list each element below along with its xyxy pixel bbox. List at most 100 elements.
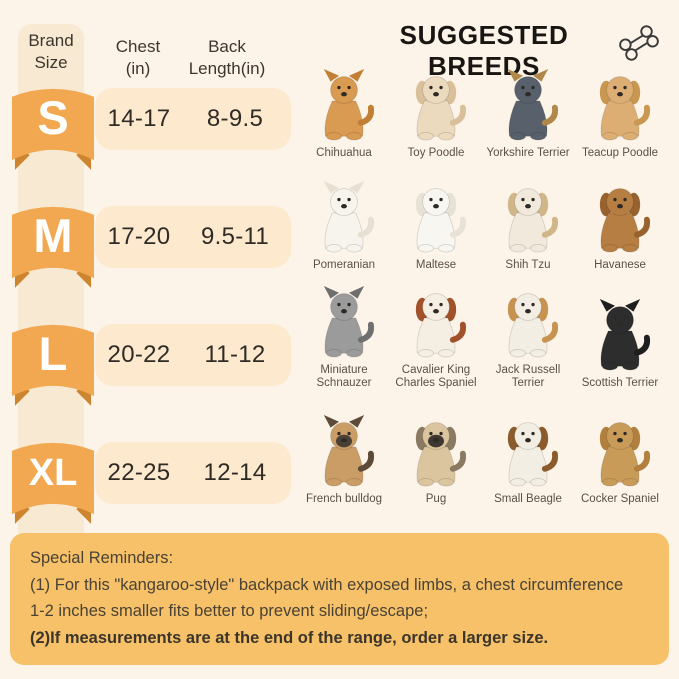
breed-cell-pug: Pug <box>390 394 482 510</box>
breed-label-french-bulldog: French bulldog <box>305 493 383 505</box>
chest-range-l: 20-22 <box>107 341 171 368</box>
dog-illustration <box>323 181 375 253</box>
chest-range-xl: 22-25 <box>107 459 171 486</box>
dog-illustration <box>323 285 375 358</box>
size-letter-s: S <box>37 91 69 144</box>
size-letter-l: L <box>38 327 68 380</box>
reminder-line-4: (2)If measurements are at the end of the… <box>30 628 549 647</box>
size-ribbon-s: S <box>12 78 94 174</box>
dog-illustration <box>415 76 467 141</box>
reminder-line-2: (1) For this "kangaroo-style" backpack w… <box>30 575 624 594</box>
breed-cell-cavalier-king-charles-spaniel: Cavalier King Charles Spaniel <box>390 276 482 394</box>
special-reminders-box: Special Reminders: (1) For this "kangaroo… <box>10 533 669 665</box>
chest-column-header: Chest (in) <box>115 37 161 79</box>
breed-cell-yorkshire-terrier: Yorkshire Terrier <box>482 52 574 164</box>
suggested-breeds-title: SUGGESTED BREEDS <box>399 20 569 81</box>
size-row-xl: 22-25 12-14 <box>95 442 291 504</box>
breed-label-cavalier-king-charles-spaniel: Cavalier King Charles Spaniel <box>395 363 477 390</box>
breed-label-yorkshire-terrier: Yorkshire Terrier <box>486 147 570 159</box>
breed-cell-french-bulldog: French bulldog <box>298 394 390 510</box>
havanese-photo <box>578 180 662 256</box>
breed-label-shih-tzu: Shih Tzu <box>505 259 551 271</box>
breed-label-chihuahua: Chihuahua <box>316 147 372 159</box>
reminder-line-1: Special Reminders: <box>30 549 174 567</box>
pomeranian-photo <box>302 180 386 256</box>
breed-label-miniature-schnauzer: Miniature Schnauzer <box>316 363 372 390</box>
breed-cell-teacup-poodle: Teacup Poodle <box>574 52 666 164</box>
breed-cell-shih-tzu: Shih Tzu <box>482 164 574 276</box>
size-ribbon-m: M <box>12 196 94 292</box>
breed-label-maltese: Maltese <box>415 259 457 271</box>
chihuahua-photo <box>302 68 386 144</box>
pug-photo <box>394 414 478 490</box>
size-row-s: 14-17 8-9.5 <box>95 88 291 150</box>
cavalier-king-charles-spaniel-photo <box>394 285 478 361</box>
jack-russell-terrier-photo <box>486 285 570 361</box>
breed-cell-maltese: Maltese <box>390 164 482 276</box>
breed-label-cocker-spaniel: Cocker Spaniel <box>581 493 659 505</box>
breed-label-scottish-terrier: Scottish Terrier <box>581 377 659 389</box>
scottish-terrier-photo <box>578 298 662 374</box>
breed-cell-cocker-spaniel: Cocker Spaniel <box>574 394 666 510</box>
breed-label-jack-russell-terrier: Jack Russell Terrier <box>495 363 561 390</box>
breed-label-teacup-poodle: Teacup Poodle <box>581 147 659 159</box>
breeds-grid: Chihuahua Toy Poodle Yorkshire Terrier <box>298 52 666 510</box>
breed-cell-havanese: Havanese <box>574 164 666 276</box>
dog-illustration <box>415 293 467 358</box>
toy-poodle-photo <box>394 68 478 144</box>
teacup-poodle-photo <box>578 68 662 144</box>
french-bulldog-photo <box>302 414 386 490</box>
back-length-range-s: 8-9.5 <box>206 105 264 132</box>
dog-illustration <box>599 299 651 371</box>
breed-label-havanese: Havanese <box>594 259 646 271</box>
ribbon-banner-shape <box>12 324 94 406</box>
breed-label-pomeranian: Pomeranian <box>312 259 375 271</box>
miniature-schnauzer-photo <box>302 285 386 361</box>
cocker-spaniel-photo <box>578 414 662 490</box>
breed-cell-toy-poodle: Toy Poodle <box>390 52 482 164</box>
ribbon-banner-shape <box>12 206 94 288</box>
small-beagle-photo <box>486 414 570 490</box>
breed-cell-miniature-schnauzer: Miniature Schnauzer <box>298 276 390 394</box>
dog-illustration <box>507 188 559 253</box>
back-length-range-m: 9.5-11 <box>200 223 270 250</box>
breed-cell-small-beagle: Small Beagle <box>482 394 574 510</box>
breed-cell-jack-russell-terrier: Jack Russell Terrier <box>482 276 574 394</box>
shih-tzu-photo <box>486 180 570 256</box>
back-length-range-xl: 12-14 <box>203 459 267 486</box>
size-letter-m: M <box>33 209 73 262</box>
dog-illustration <box>599 188 651 253</box>
breed-cell-scottish-terrier: Scottish Terrier <box>574 276 666 394</box>
breed-label-pug: Pug <box>425 493 447 505</box>
size-row-m: 17-20 9.5-11 <box>95 206 291 268</box>
chest-range-m: 17-20 <box>107 223 171 250</box>
yorkshire-terrier-photo <box>486 68 570 144</box>
size-letter-xl: XL <box>28 452 78 494</box>
dog-illustration <box>323 69 375 141</box>
dog-illustration <box>599 422 651 487</box>
dog-illustration <box>507 293 559 358</box>
bone-icon <box>619 25 659 61</box>
dog-illustration <box>415 422 467 487</box>
dog-illustration <box>415 188 467 253</box>
chest-range-s: 14-17 <box>107 105 171 132</box>
size-ribbon-xl: XL <box>12 432 94 528</box>
dog-illustration <box>323 415 375 487</box>
ribbon-banner-shape <box>12 88 94 170</box>
back-length-column-header: Back Length(in) <box>188 37 266 79</box>
breed-label-toy-poodle: Toy Poodle <box>407 147 465 159</box>
size-ribbon-l: L <box>12 314 94 410</box>
dog-illustration <box>599 76 651 141</box>
dog-illustration <box>507 422 559 487</box>
dog-illustration <box>507 69 559 141</box>
back-length-range-l: 11-12 <box>204 341 266 368</box>
maltese-photo <box>394 180 478 256</box>
ribbon-banner-shape <box>12 442 94 524</box>
breed-cell-pomeranian: Pomeranian <box>298 164 390 276</box>
breed-cell-chihuahua: Chihuahua <box>298 52 390 164</box>
breed-label-small-beagle: Small Beagle <box>494 493 562 505</box>
brand-size-header: Brand Size <box>28 31 74 73</box>
reminder-line-3: 1-2 inches smaller fits better to preven… <box>30 602 429 620</box>
size-row-l: 20-22 11-12 <box>95 324 291 386</box>
